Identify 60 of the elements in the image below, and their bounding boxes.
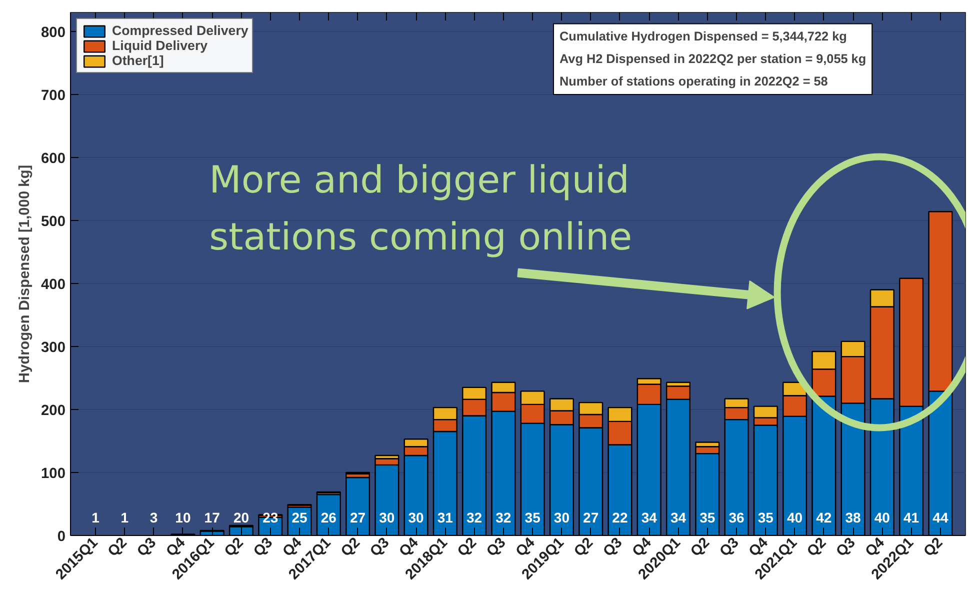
x-tick-label: Q3: [834, 534, 859, 560]
legend-label: Compressed Delivery: [112, 23, 248, 38]
x-tick-label: Q3: [717, 534, 742, 560]
annotation: 38: [845, 510, 862, 526]
annotation: 30: [408, 510, 424, 526]
x-tick-label: Q2: [571, 534, 596, 560]
annotation: 30: [379, 510, 395, 526]
annotation: 30: [554, 510, 570, 526]
y-tick-label: 700: [41, 88, 66, 104]
y-tick-label: 800: [41, 24, 66, 41]
annotation: 44: [932, 510, 948, 526]
annotation: 40: [786, 510, 803, 526]
annotation: 35: [758, 510, 774, 526]
annotation: 34: [670, 510, 686, 526]
annotation: Avg H2 Dispensed in 2022Q2 per station = 9,055 kg: [560, 52, 866, 66]
annotation: 22: [612, 510, 628, 526]
annotation: 10: [175, 510, 191, 526]
x-tick-label: Q3: [134, 534, 160, 560]
y-tick-label: 600: [41, 150, 66, 167]
annotation: 32: [466, 510, 482, 526]
x-tick-label: Q3: [600, 534, 626, 560]
annotation: 32: [496, 510, 512, 526]
y-tick-label: 400: [41, 276, 66, 293]
x-tick-label: Q2: [338, 534, 364, 560]
annotation: 41: [904, 510, 920, 526]
x-tick-label: Q2: [454, 534, 480, 560]
x-tick-label: Q2: [688, 534, 714, 560]
y-tick-label: 200: [41, 402, 66, 419]
x-tick-label: Q2: [222, 534, 247, 560]
annotation: 27: [583, 510, 599, 526]
annotation: 35: [524, 510, 541, 526]
y-axis-title: Hydrogen Dispensed [1,000 kg]: [17, 164, 34, 384]
annotation: More and bigger liquid stations coming online: [209, 157, 632, 259]
y-tick-label: 300: [41, 340, 66, 356]
annotation: 27: [350, 510, 366, 526]
x-tick-label: Q3: [367, 534, 393, 560]
annotation: 35: [700, 510, 716, 526]
annotation: 34: [641, 510, 658, 526]
legend-label: Liquid Delivery: [112, 38, 208, 53]
x-tick-label: Q3: [484, 534, 510, 560]
x-tick-label: Q2: [920, 534, 946, 560]
annotation: 26: [320, 510, 337, 526]
annotation: 1: [92, 510, 100, 526]
y-tick-label: 500: [41, 214, 66, 230]
annotation: 17: [204, 510, 220, 526]
x-tick-label: Q2: [804, 534, 830, 560]
x-tick-label: Q3: [250, 534, 276, 560]
annotation: Number of stations operating in 2022Q2 = 58: [560, 74, 828, 88]
annotation: 42: [816, 510, 832, 526]
annotation: 36: [728, 510, 745, 526]
annotation: 25: [292, 510, 308, 526]
annotation: 1: [120, 510, 129, 526]
y-tick-label: 100: [41, 466, 66, 482]
annotation: 40: [874, 510, 890, 526]
annotation: Cumulative Hydrogen Dispensed = 5,344,722 kg: [560, 30, 847, 44]
annotation: 20: [233, 510, 250, 526]
annotation: 3: [150, 510, 158, 526]
legend-label: Other[1]: [112, 53, 164, 68]
x-tick-label: Q2: [105, 534, 130, 560]
annotation: 31: [437, 510, 454, 526]
